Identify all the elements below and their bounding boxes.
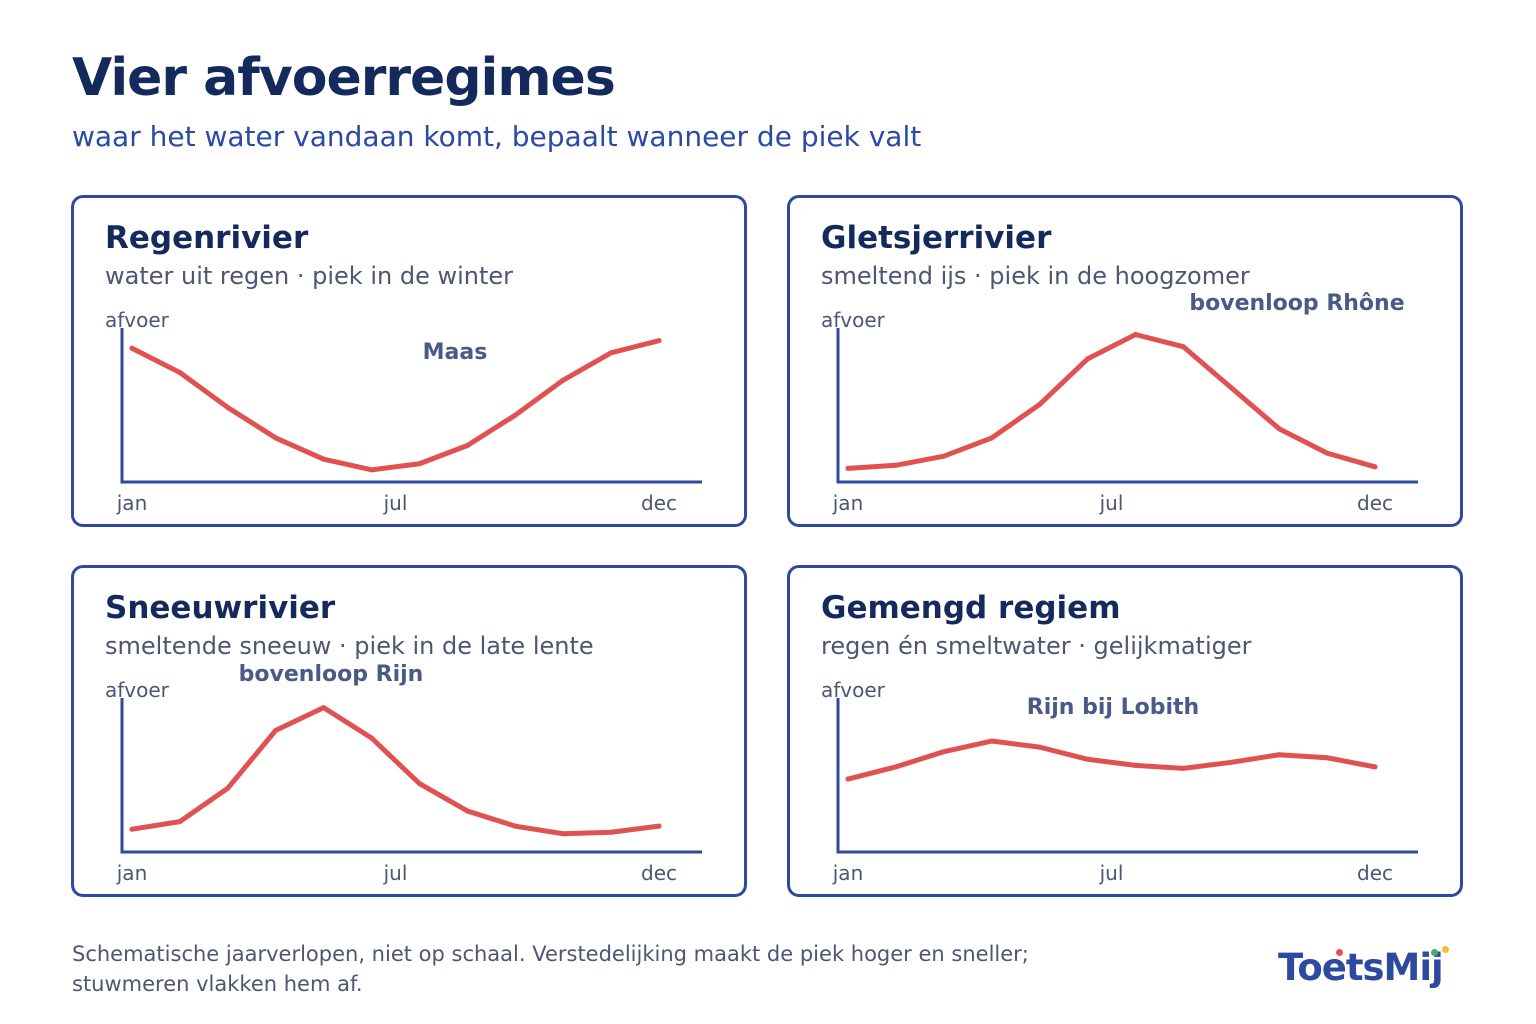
data-point xyxy=(1037,744,1043,750)
data-point xyxy=(656,338,662,344)
river-annotation: bovenloop Rijn xyxy=(239,662,424,687)
data-point xyxy=(941,749,947,755)
data-point xyxy=(1324,450,1330,456)
data-point xyxy=(1085,756,1091,762)
data-point xyxy=(1132,332,1138,338)
data-point xyxy=(1324,755,1330,761)
panel-regenrivier: Regenrivier water uit regen · piek in de… xyxy=(71,195,747,527)
x-tick-label: jan xyxy=(116,861,148,885)
data-point xyxy=(1228,385,1234,391)
data-point xyxy=(1180,344,1186,350)
data-point xyxy=(512,412,518,418)
data-point xyxy=(129,345,135,351)
data-point xyxy=(1276,426,1282,432)
x-tick-label: jul xyxy=(1099,491,1124,515)
data-point xyxy=(1372,764,1378,770)
data-point xyxy=(845,465,851,471)
page-subtitle: waar het water vandaan komt, bepaalt wan… xyxy=(72,120,922,153)
data-point xyxy=(416,461,422,467)
data-point xyxy=(225,785,231,791)
logo-dot-yellow xyxy=(1442,946,1449,953)
data-point xyxy=(129,826,135,832)
panel-title: Gemengd regiem xyxy=(821,590,1121,626)
series-line xyxy=(129,705,662,837)
data-point xyxy=(893,462,899,468)
y-axis-label: afvoer xyxy=(105,678,170,702)
series-line xyxy=(845,332,1378,471)
logo-dot-green xyxy=(1431,949,1438,956)
panel-title: Gletsjerrivier xyxy=(821,220,1052,256)
data-point xyxy=(225,405,231,411)
data-point xyxy=(273,435,279,441)
data-point xyxy=(608,829,614,835)
chart-gemengd-regiem: afvoer jan jul dec Rijn bij Lobith xyxy=(821,678,1418,885)
data-point xyxy=(1132,762,1138,768)
x-tick-label: dec xyxy=(1357,861,1393,885)
data-point xyxy=(893,764,899,770)
data-point xyxy=(560,377,566,383)
series-line xyxy=(129,338,662,473)
chart-sneeuwrivier: afvoer jan jul dec bovenloop Rijn xyxy=(105,662,702,885)
logo-text: ToetsMij xyxy=(1278,946,1444,989)
data-point xyxy=(177,819,183,825)
data-point xyxy=(1228,759,1234,765)
data-point xyxy=(321,456,327,462)
series-line xyxy=(845,738,1378,782)
data-point xyxy=(1037,401,1043,407)
data-point xyxy=(273,727,279,733)
data-point xyxy=(321,705,327,711)
data-point xyxy=(369,467,375,473)
x-tick-label: jan xyxy=(832,491,864,515)
data-point xyxy=(608,350,614,356)
footnote-line: Schematische jaarverlopen, niet op schaa… xyxy=(72,942,1029,966)
x-tick-label: jan xyxy=(832,861,864,885)
data-point xyxy=(1276,752,1282,758)
y-axis-label: afvoer xyxy=(821,308,886,332)
brand-logo: ToetsMij xyxy=(1278,946,1449,989)
data-point xyxy=(656,823,662,829)
river-annotation: Rijn bij Lobith xyxy=(1027,695,1199,720)
footnote-line: stuwmeren vlakken hem af. xyxy=(72,972,363,996)
x-tick-label: jan xyxy=(116,491,148,515)
data-point xyxy=(464,808,470,814)
data-point xyxy=(989,435,995,441)
x-tick-label: dec xyxy=(1357,491,1393,515)
data-point xyxy=(989,738,995,744)
data-point xyxy=(177,370,183,376)
y-axis-label: afvoer xyxy=(105,308,170,332)
data-point xyxy=(941,453,947,459)
data-point xyxy=(845,776,851,782)
panel-title: Sneeuwrivier xyxy=(105,590,336,626)
panel-title: Regenrivier xyxy=(105,220,309,256)
data-point xyxy=(560,831,566,837)
data-point xyxy=(512,823,518,829)
river-annotation: Maas xyxy=(423,340,488,365)
panel-subtitle: smeltend ijs · piek in de hoogzomer xyxy=(821,262,1250,290)
data-point xyxy=(369,735,375,741)
data-point xyxy=(1085,356,1091,362)
data-point xyxy=(1372,464,1378,470)
panel-subtitle: smeltende sneeuw · piek in de late lente xyxy=(105,632,594,660)
x-tick-label: dec xyxy=(641,861,677,885)
data-point xyxy=(1180,765,1186,771)
x-tick-label: jul xyxy=(383,491,408,515)
panel-sneeuwrivier: Sneeuwrivier smeltende sneeuw · piek in … xyxy=(71,565,747,897)
chart-gletsjerrivier: afvoer jan jul dec bovenloop Rhône xyxy=(821,291,1418,515)
x-tick-label: jul xyxy=(1099,861,1124,885)
chart-regenrivier: afvoer jan jul dec Maas xyxy=(105,308,702,515)
logo-dot-red xyxy=(1336,949,1343,956)
page-title: Vier afvoerregimes xyxy=(72,48,616,108)
x-tick-label: jul xyxy=(383,861,408,885)
data-point xyxy=(464,443,470,449)
data-point xyxy=(416,781,422,787)
footnote: Schematische jaarverlopen, niet op schaa… xyxy=(72,939,1152,999)
panel-gemengd-regiem: Gemengd regiem regen én smeltwater · gel… xyxy=(787,565,1463,897)
river-annotation: bovenloop Rhône xyxy=(1189,291,1404,316)
panel-gletsjerrivier: Gletsjerrivier smeltend ijs · piek in de… xyxy=(787,195,1463,527)
panel-subtitle: regen én smeltwater · gelijkmatiger xyxy=(821,632,1252,660)
x-tick-label: dec xyxy=(641,491,677,515)
y-axis-label: afvoer xyxy=(821,678,886,702)
panel-subtitle: water uit regen · piek in de winter xyxy=(105,262,514,290)
